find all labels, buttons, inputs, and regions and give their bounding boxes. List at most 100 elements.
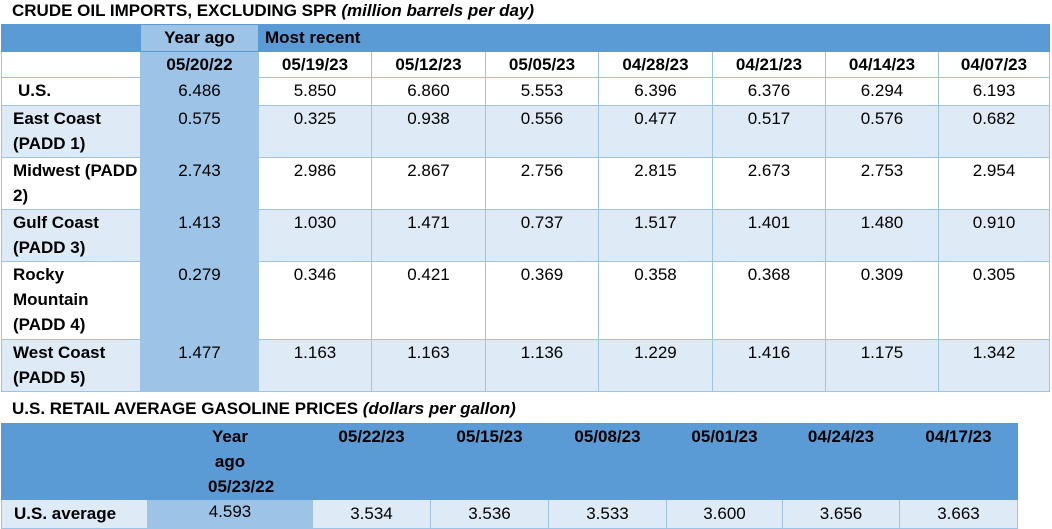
gasoline-title-text: U.S. RETAIL AVERAGE GASOLINE PRICES bbox=[12, 399, 359, 418]
table-row: Midwest (PADD 2) 2.743 2.986 2.867 2.756… bbox=[1, 157, 1051, 210]
value-cell: 6.193 bbox=[937, 77, 1051, 106]
value-cell: 1.163 bbox=[371, 339, 486, 392]
value-cell: 0.279 bbox=[140, 261, 259, 340]
value-cell: 1.163 bbox=[258, 339, 372, 392]
date-header: 05/01/23 bbox=[666, 423, 783, 500]
value-cell: 5.553 bbox=[485, 77, 599, 106]
value-cell: 0.369 bbox=[485, 261, 599, 340]
value-cell: 6.860 bbox=[371, 77, 486, 106]
value-cell: 0.938 bbox=[371, 105, 486, 158]
date-header: 04/14/23 bbox=[825, 51, 939, 78]
crude-header-row-2: 05/20/22 05/19/23 05/12/23 05/05/23 04/2… bbox=[1, 51, 1051, 78]
date-header: 05/12/23 bbox=[371, 51, 486, 78]
value-cell: 0.575 bbox=[140, 105, 259, 158]
gasoline-table-title: U.S. RETAIL AVERAGE GASOLINE PRICES (dol… bbox=[12, 399, 516, 419]
header-blank bbox=[1, 423, 148, 500]
date-header: 05/15/23 bbox=[430, 423, 549, 500]
header-blank bbox=[1, 24, 141, 52]
value-cell: 0.346 bbox=[258, 261, 372, 340]
value-cell: 1.413 bbox=[140, 209, 259, 262]
gasoline-title-units: (dollars per gallon) bbox=[362, 399, 516, 418]
value-cell: 1.229 bbox=[598, 339, 713, 392]
value-cell: 2.815 bbox=[598, 157, 713, 210]
value-cell: 0.421 bbox=[371, 261, 486, 340]
value-cell: 1.471 bbox=[371, 209, 486, 262]
date-header: 04/21/23 bbox=[712, 51, 826, 78]
crude-imports-table: Year ago Most recent 05/20/22 05/19/23 0… bbox=[1, 24, 1051, 392]
value-cell: 4.593 bbox=[147, 499, 313, 529]
date-header: 04/24/23 bbox=[782, 423, 900, 500]
value-cell: 0.368 bbox=[712, 261, 826, 340]
value-cell: 3.536 bbox=[430, 499, 549, 529]
date-header: 05/19/23 bbox=[258, 51, 372, 78]
date-header: 04/07/23 bbox=[937, 51, 1051, 78]
value-cell: 0.682 bbox=[937, 105, 1051, 158]
value-cell: 0.556 bbox=[485, 105, 599, 158]
value-cell: 2.954 bbox=[937, 157, 1051, 210]
value-cell: 6.486 bbox=[140, 77, 259, 106]
gasoline-prices-table: Year ago 05/23/22 05/22/23 05/15/23 05/0… bbox=[1, 423, 1018, 529]
header-year-ago: Year ago 05/23/22 bbox=[147, 423, 313, 500]
date-header: 04/17/23 bbox=[899, 423, 1018, 500]
date-header: 05/08/23 bbox=[548, 423, 667, 500]
table-row: Gulf Coast (PADD 3) 1.413 1.030 1.471 0.… bbox=[1, 209, 1051, 262]
value-cell: 3.663 bbox=[899, 499, 1018, 529]
value-cell: 5.850 bbox=[258, 77, 372, 106]
value-cell: 0.910 bbox=[937, 209, 1051, 262]
table-row: East Coast (PADD 1) 0.575 0.325 0.938 0.… bbox=[1, 105, 1051, 158]
table-row: U.S. average 4.593 3.534 3.536 3.533 3.6… bbox=[1, 499, 1018, 529]
table-row: U.S. 6.486 5.850 6.860 5.553 6.396 6.376… bbox=[1, 77, 1051, 106]
crude-header-row-1: Year ago Most recent bbox=[1, 24, 1051, 52]
value-cell: 1.416 bbox=[712, 339, 826, 392]
crude-title-text: CRUDE OIL IMPORTS, EXCLUDING SPR bbox=[12, 1, 337, 20]
date-header: 04/28/23 bbox=[598, 51, 713, 78]
value-cell: 6.376 bbox=[712, 77, 826, 106]
value-cell: 3.533 bbox=[548, 499, 667, 529]
row-label: Rocky Mountain (PADD 4) bbox=[1, 261, 141, 340]
row-label: Midwest (PADD 2) bbox=[1, 157, 141, 210]
value-cell: 3.656 bbox=[782, 499, 900, 529]
date-header: 05/05/23 bbox=[485, 51, 599, 78]
value-cell: 2.867 bbox=[371, 157, 486, 210]
value-cell: 2.986 bbox=[258, 157, 372, 210]
row-label: Gulf Coast (PADD 3) bbox=[1, 209, 141, 262]
value-cell: 0.309 bbox=[825, 261, 939, 340]
value-cell: 3.534 bbox=[312, 499, 431, 529]
table-row: West Coast (PADD 5) 1.477 1.163 1.163 1.… bbox=[1, 339, 1051, 392]
value-cell: 1.477 bbox=[140, 339, 259, 392]
table-row: Rocky Mountain (PADD 4) 0.279 0.346 0.42… bbox=[1, 261, 1051, 340]
value-cell: 0.358 bbox=[598, 261, 713, 340]
row-label: U.S. average bbox=[1, 499, 148, 529]
date-header: 05/22/23 bbox=[312, 423, 431, 500]
crude-table-title: CRUDE OIL IMPORTS, EXCLUDING SPR (millio… bbox=[12, 1, 534, 21]
header-most-recent: Most recent bbox=[257, 24, 1051, 52]
row-label: East Coast (PADD 1) bbox=[1, 105, 141, 158]
value-cell: 6.294 bbox=[825, 77, 939, 106]
value-cell: 0.576 bbox=[825, 105, 939, 158]
value-cell: 6.396 bbox=[598, 77, 713, 106]
value-cell: 2.743 bbox=[140, 157, 259, 210]
value-cell: 1.136 bbox=[485, 339, 599, 392]
value-cell: 2.753 bbox=[825, 157, 939, 210]
row-label: U.S. bbox=[1, 77, 141, 106]
date-header: 05/20/22 bbox=[140, 51, 259, 78]
row-label: West Coast (PADD 5) bbox=[1, 339, 141, 392]
header-year-ago: Year ago bbox=[140, 24, 259, 52]
value-cell: 1.030 bbox=[258, 209, 372, 262]
value-cell: 2.756 bbox=[485, 157, 599, 210]
gasoline-header-row: Year ago 05/23/22 05/22/23 05/15/23 05/0… bbox=[1, 423, 1018, 500]
value-cell: 1.342 bbox=[937, 339, 1051, 392]
value-cell: 0.737 bbox=[485, 209, 599, 262]
crude-title-units: (million barrels per day) bbox=[341, 1, 535, 20]
value-cell: 0.305 bbox=[937, 261, 1051, 340]
value-cell: 0.517 bbox=[712, 105, 826, 158]
value-cell: 1.517 bbox=[598, 209, 713, 262]
value-cell: 1.175 bbox=[825, 339, 939, 392]
value-cell: 0.325 bbox=[258, 105, 372, 158]
value-cell: 3.600 bbox=[666, 499, 783, 529]
value-cell: 2.673 bbox=[712, 157, 826, 210]
value-cell: 0.477 bbox=[598, 105, 713, 158]
date-header-blank bbox=[1, 51, 141, 78]
value-cell: 1.401 bbox=[712, 209, 826, 262]
value-cell: 1.480 bbox=[825, 209, 939, 262]
